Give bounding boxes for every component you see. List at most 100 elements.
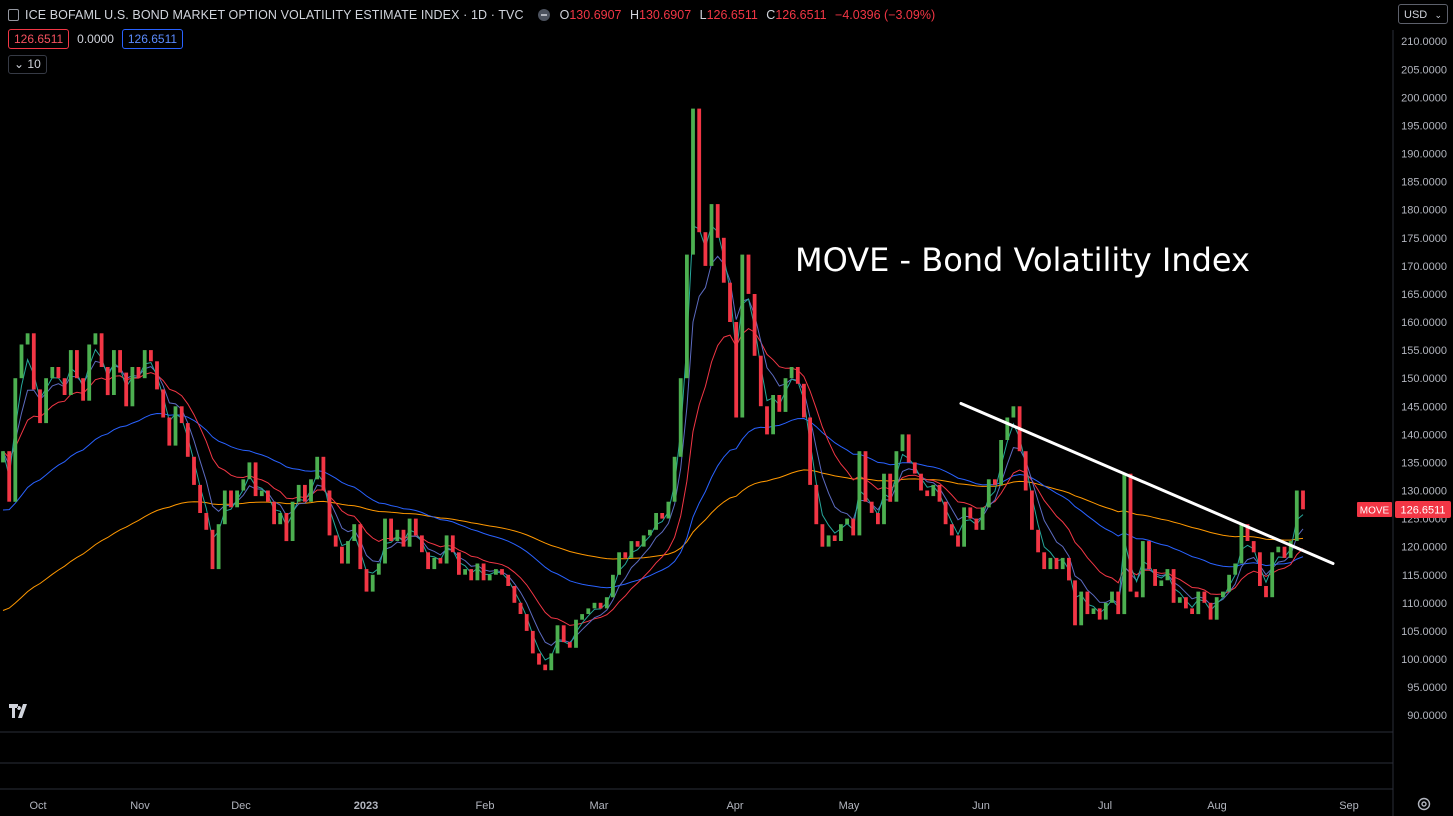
candle <box>931 484 936 497</box>
candle <box>426 552 430 570</box>
candle <box>1264 586 1268 598</box>
candle <box>198 484 202 513</box>
candle <box>81 378 85 401</box>
candle <box>1054 557 1059 570</box>
candle <box>1036 529 1040 553</box>
candle <box>340 546 344 564</box>
x-tick-label: Sep <box>1339 800 1359 812</box>
candle <box>407 518 412 547</box>
candle <box>604 597 609 609</box>
y-tick-label: 100.0000 <box>1401 654 1447 666</box>
y-tick-label: 165.0000 <box>1401 289 1447 301</box>
candle <box>1159 580 1164 586</box>
y-tick-label: 150.0000 <box>1401 373 1447 385</box>
candle <box>851 518 856 536</box>
collapse-icon[interactable] <box>537 9 550 21</box>
candle <box>463 569 467 575</box>
candle <box>709 204 714 266</box>
candle <box>999 440 1003 485</box>
candle <box>229 490 233 508</box>
indicator-value-blue: 126.6511 <box>121 29 184 49</box>
symbol-tag: MOVE <box>1360 506 1390 517</box>
symbol-header[interactable]: ICE BOFAML U.S. BOND MARKET OPTION VOLAT… <box>8 6 940 24</box>
candle <box>13 378 18 502</box>
candle <box>1301 490 1305 510</box>
candle <box>296 484 301 502</box>
candle <box>352 524 357 541</box>
candle <box>561 625 566 643</box>
candle <box>179 406 184 424</box>
candle <box>31 333 36 390</box>
candle <box>333 535 338 547</box>
candle <box>1227 574 1231 592</box>
candle <box>124 372 129 407</box>
candle <box>900 434 905 452</box>
candle <box>1079 591 1084 626</box>
candle <box>752 294 757 356</box>
candle <box>980 507 985 530</box>
candle <box>44 378 48 424</box>
candle <box>691 108 695 255</box>
candle <box>222 490 227 525</box>
candle <box>259 490 264 497</box>
candle <box>315 456 320 480</box>
y-tick-label: 120.0000 <box>1401 542 1447 554</box>
candle <box>487 574 492 581</box>
candle <box>586 608 591 614</box>
candle <box>1085 591 1090 615</box>
candle <box>894 451 899 502</box>
candle <box>574 619 578 648</box>
candle <box>346 541 350 564</box>
candle <box>789 367 794 379</box>
y-tick-label: 195.0000 <box>1401 120 1447 132</box>
candle <box>512 586 517 603</box>
candle <box>1140 541 1145 598</box>
candle <box>383 518 387 564</box>
candle <box>1073 580 1077 626</box>
candle <box>1196 591 1201 615</box>
candle <box>155 361 159 390</box>
y-tick-label: 135.0000 <box>1401 457 1447 469</box>
candle <box>882 473 886 525</box>
candle <box>358 524 363 570</box>
x-tick-label: Apr <box>726 800 743 812</box>
candle <box>814 484 819 525</box>
tradingview-logo[interactable] <box>9 704 31 723</box>
settings-icon[interactable] <box>1417 797 1431 811</box>
y-tick-label: 95.0000 <box>1407 682 1447 694</box>
candle <box>635 541 640 547</box>
trendline[interactable] <box>959 401 1335 566</box>
candle <box>247 462 252 480</box>
candle <box>1251 541 1256 553</box>
candle <box>438 557 443 564</box>
last-price-label: 126.6511 <box>1400 505 1445 517</box>
candle <box>648 529 652 536</box>
indicator-length-toggle[interactable]: ⌄ 10 <box>8 55 47 74</box>
candle <box>1202 591 1207 603</box>
candle <box>105 367 110 396</box>
time-axis: Oct Nov Dec 2023 Feb Mar Apr May Jun Jul Aug Sep <box>29 800 1358 812</box>
x-tick-label: Feb <box>476 800 495 812</box>
candle <box>839 524 843 541</box>
candle <box>173 406 178 446</box>
candle <box>56 367 61 379</box>
candle <box>993 479 997 485</box>
candle <box>740 254 745 418</box>
currency-select[interactable]: USD ⌄ <box>1398 4 1448 24</box>
indicator-values[interactable]: 126.6511 0.0000 126.6511 <box>8 29 184 49</box>
candle <box>956 535 960 547</box>
candle <box>413 518 418 536</box>
candle <box>986 479 991 508</box>
candle <box>142 350 147 379</box>
candle <box>685 254 689 379</box>
candle <box>278 513 283 525</box>
candle <box>241 479 246 491</box>
candle <box>75 350 79 379</box>
candle <box>272 501 276 525</box>
candle <box>832 535 837 541</box>
candle <box>1165 569 1170 581</box>
candle <box>1005 417 1010 440</box>
candle <box>1091 608 1096 614</box>
candle <box>863 451 868 502</box>
